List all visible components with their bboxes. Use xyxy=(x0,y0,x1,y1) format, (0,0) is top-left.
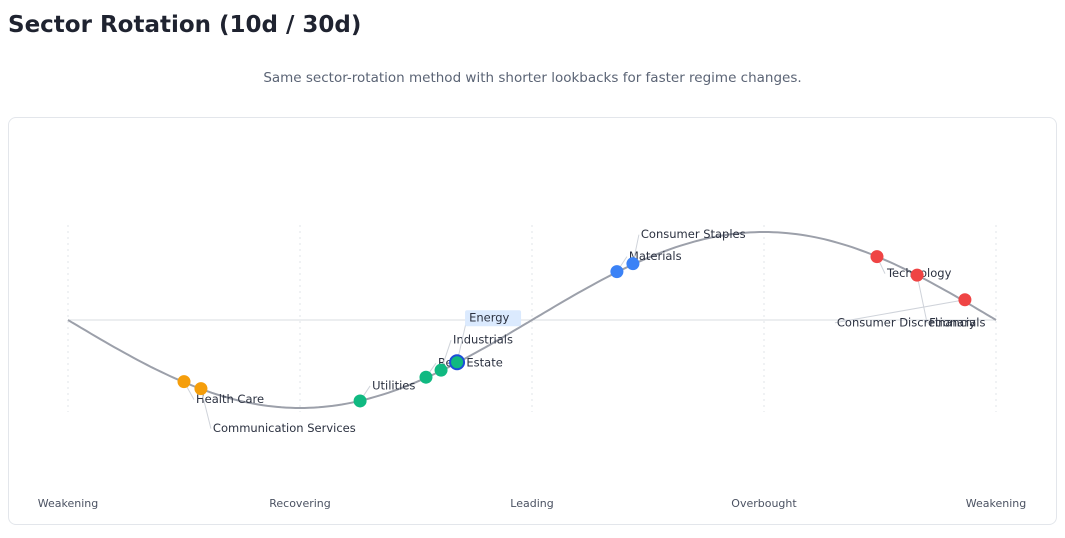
x-tick-label: Weakening xyxy=(966,497,1026,510)
point-label: Health Care xyxy=(196,392,264,406)
point-label: Consumer Staples xyxy=(641,227,746,241)
cycle-curve xyxy=(67,231,997,409)
sector-point xyxy=(870,250,884,264)
leader-line xyxy=(834,299,965,324)
sector-point xyxy=(194,382,208,396)
chart-card xyxy=(8,117,1057,525)
x-tick-label: Overbought xyxy=(731,497,797,510)
leader-line xyxy=(200,388,212,429)
point-label: Consumer Discretionary xyxy=(837,315,976,329)
sector-point xyxy=(610,265,624,279)
subtitle: Same sector-rotation method with shorter… xyxy=(263,70,802,86)
x-tick-label: Leading xyxy=(510,497,553,510)
sector-point xyxy=(449,354,466,371)
title: Sector Rotation (10d / 30d) xyxy=(8,12,362,38)
sector-point xyxy=(910,268,924,282)
point-label: Communication Services xyxy=(213,421,356,435)
point-label: Real Estate xyxy=(438,356,503,370)
sector-point xyxy=(958,293,972,307)
leader-line xyxy=(916,275,928,324)
highlight-box xyxy=(465,310,522,327)
point-label: Utilities xyxy=(372,378,415,392)
sector-point xyxy=(353,394,367,408)
point-label: Industrials xyxy=(453,333,513,347)
sector-point xyxy=(626,257,640,271)
sector-point xyxy=(434,363,448,377)
x-tick-label: Weakening xyxy=(38,497,98,510)
point-label: Materials xyxy=(629,249,682,263)
x-tick-label: Recovering xyxy=(269,497,331,510)
sector-point xyxy=(419,370,433,384)
sector-point xyxy=(177,375,191,389)
point-label: Energy xyxy=(469,311,509,325)
point-label: Financials xyxy=(929,316,985,330)
